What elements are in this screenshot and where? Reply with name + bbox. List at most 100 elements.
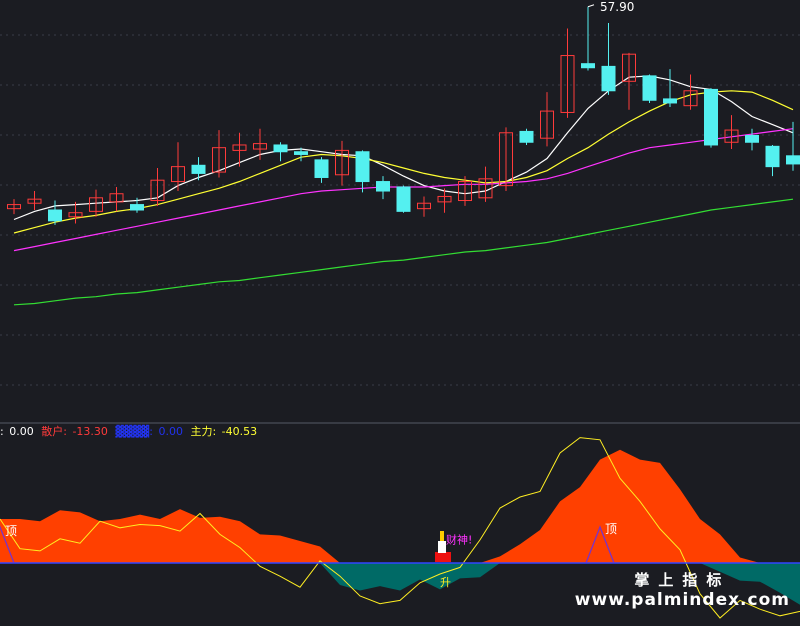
candle-body (376, 181, 390, 192)
candle-body (540, 110, 554, 139)
candle-body (519, 130, 534, 143)
candle-body (458, 181, 472, 202)
high-pointer (587, 4, 595, 8)
candle-18 (376, 176, 390, 200)
top-signal-triangle (0, 525, 15, 564)
candle-37 (765, 144, 780, 177)
candle-body (417, 202, 431, 210)
top-signal-triangle (585, 525, 615, 564)
candle-19 (396, 185, 411, 213)
candle-12 (253, 128, 267, 160)
line-signal (0, 437, 800, 619)
candle-30 (622, 52, 636, 110)
candle-13 (273, 142, 288, 162)
candle-22 (458, 176, 472, 206)
candle-body (191, 164, 206, 174)
candle-body (745, 134, 759, 143)
candle-body (7, 204, 21, 210)
candle-10 (212, 130, 226, 178)
candle-body (724, 129, 739, 143)
watermark: 掌上指标 www.palmindex.com (575, 569, 790, 610)
candle-21 (437, 188, 452, 213)
candle-5 (109, 186, 124, 212)
candle-body (683, 90, 698, 107)
candle-34 (704, 88, 718, 148)
area-retail (0, 563, 800, 605)
high-label: 57.90 (600, 0, 634, 14)
candle-7 (150, 168, 165, 206)
candle-body (396, 186, 411, 212)
candle-2 (48, 200, 62, 225)
candle-body (314, 159, 329, 178)
candle-body (68, 212, 83, 218)
candle-3 (68, 201, 83, 224)
candle-8 (171, 142, 185, 192)
watermark-cn: 掌上指标 (634, 571, 731, 589)
candle-body (355, 151, 370, 183)
candle-14 (294, 147, 308, 162)
candle-body (48, 209, 62, 222)
line-ma_short (13, 75, 794, 221)
candle-11 (232, 132, 247, 167)
candle-15 (314, 157, 329, 183)
candle-body (171, 166, 185, 183)
candle-body (478, 178, 493, 199)
candle-body (704, 88, 718, 146)
candle-body (622, 53, 636, 82)
candle-body (601, 65, 616, 92)
candle-31 (642, 74, 657, 103)
candle-body (212, 147, 226, 173)
candle-body (89, 197, 103, 212)
indicator-legend: : 0.00 散户: -13.30 ▓▓▓▓: 0.00 主力: -40.53 (0, 424, 261, 440)
candle-1 (27, 191, 42, 210)
legend-item-first: : 0.00 (0, 425, 34, 438)
top-signal-label: 顶 (605, 522, 617, 536)
candle-body (27, 198, 42, 204)
candle-29 (601, 23, 616, 95)
candle-6 (130, 197, 144, 213)
candle-26 (540, 92, 554, 147)
candle-body (499, 132, 513, 187)
candle-body (663, 98, 677, 104)
candle-25 (519, 128, 534, 145)
candle-24 (499, 127, 513, 192)
candle-body (581, 63, 595, 69)
candle-27 (560, 28, 575, 118)
god-figure (438, 541, 446, 553)
area-main-force (0, 449, 800, 563)
top-signal-label: 顶 (5, 524, 17, 538)
candle-33 (683, 74, 698, 110)
candle-body (253, 143, 267, 150)
candle-body (335, 149, 349, 176)
candle-28 (581, 6, 595, 71)
legend-item-blue: ▓▓▓▓: 0.00 (115, 425, 183, 438)
candle-17 (355, 150, 370, 193)
candle-4 (89, 189, 103, 217)
god-head (440, 531, 444, 541)
watermark-url: www.palmindex.com (574, 590, 790, 610)
legend-item-main: 主力: -40.53 (190, 425, 258, 438)
candle-body (437, 195, 452, 203)
legend-item-retail: 散户: -13.30 (41, 425, 108, 438)
candle-body (273, 144, 288, 153)
line-ma_longest (13, 198, 794, 306)
candle-36 (745, 128, 759, 151)
candle-body (150, 179, 165, 202)
candle-16 (335, 140, 349, 186)
candle-body (642, 75, 657, 101)
candle-23 (478, 166, 493, 202)
god-signal-label: 财神! (446, 532, 472, 546)
candle-body (294, 151, 308, 155)
candle-0 (7, 199, 21, 215)
candle-35 (724, 115, 739, 150)
candle-body (109, 193, 124, 203)
buy-signal-label: 升 (440, 576, 451, 589)
candle-body (765, 145, 780, 168)
candle-body (786, 155, 800, 165)
candle-9 (191, 157, 206, 181)
candle-body (130, 204, 144, 211)
god-base (435, 552, 451, 562)
candle-32 (663, 69, 677, 108)
candle-body (232, 144, 247, 151)
